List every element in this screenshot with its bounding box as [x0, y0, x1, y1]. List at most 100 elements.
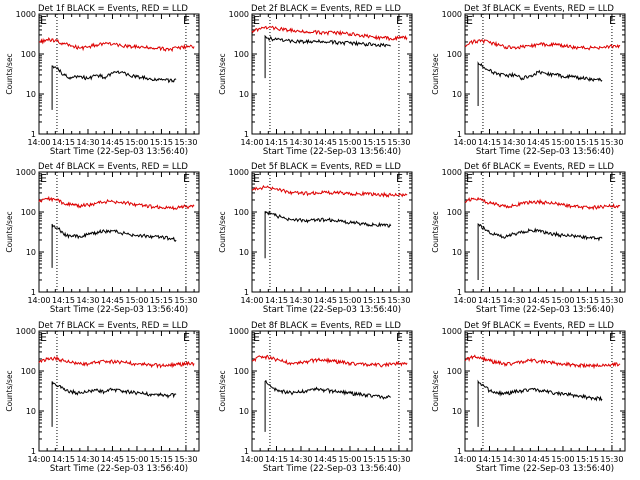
y-tick-label: 1 [31, 447, 36, 456]
eclipse-marker-label: E [466, 331, 473, 344]
y-tick-label: 1 [244, 447, 249, 456]
lld-series-line [251, 25, 408, 42]
x-axis-label: Start Time (22-Sep-03 13:56:40) [263, 147, 401, 157]
eclipse-marker-label: E [40, 331, 47, 344]
x-tick-label: 15:00 [125, 138, 148, 147]
x-tick-label: 15:30 [174, 296, 197, 305]
events-series-line [477, 223, 603, 280]
x-tick-label: 14:15 [52, 138, 75, 147]
eclipse-marker-label: E [40, 172, 47, 185]
y-tick-label: 10 [239, 248, 249, 257]
eclipse-marker-label: E [183, 14, 190, 27]
x-axis-label: Start Time (22-Sep-03 13:56:40) [50, 305, 188, 315]
y-axis-label: Counts/sec [218, 370, 227, 411]
x-tick-label: 15:30 [387, 138, 410, 147]
y-tick-label: 1000 [229, 10, 249, 19]
x-tick-label: 14:00 [27, 296, 50, 305]
x-tick-label: 14:15 [52, 455, 75, 464]
y-tick-label: 1 [457, 130, 462, 139]
y-tick-label: 100 [234, 367, 249, 376]
x-tick-label: 14:15 [265, 138, 288, 147]
y-tick-label: 1000 [16, 327, 36, 336]
x-tick-label: 14:45 [314, 296, 337, 305]
eclipse-marker-label: E [609, 14, 616, 27]
y-axis-label: Counts/sec [218, 53, 227, 94]
x-tick-label: 14:30 [289, 296, 312, 305]
events-series-line [264, 379, 392, 432]
plot-frame [38, 330, 200, 452]
x-tick-label: 14:30 [289, 455, 312, 464]
y-tick-label: 1000 [229, 327, 249, 336]
x-tick-label: 14:30 [289, 138, 312, 147]
x-tick-label: 14:45 [101, 296, 124, 305]
detector-panel-3: Det 3f BLACK = Events, RED = LLD 1 10 100 10… [431, 4, 626, 157]
y-tick-label: 100 [21, 50, 36, 59]
y-tick-label: 1 [31, 130, 36, 139]
eclipse-marker-label: E [466, 172, 473, 185]
y-axis-label: Counts/sec [431, 370, 440, 411]
panel-title: Det 8f BLACK = Events, RED = LLD [251, 321, 401, 331]
y-tick-label: 10 [452, 248, 462, 257]
y-tick-label: 1 [244, 130, 249, 139]
y-tick-label: 100 [447, 367, 462, 376]
x-tick-label: 14:15 [478, 296, 501, 305]
panel-title: Det 3f BLACK = Events, RED = LLD [464, 4, 614, 14]
detector-panel-5: Det 5f BLACK = Events, RED = LLD 1 10 100 10… [218, 162, 413, 315]
plot-frame [38, 171, 200, 293]
x-tick-label: 14:45 [314, 138, 337, 147]
y-tick-label: 1000 [16, 168, 36, 177]
y-tick-label: 1000 [229, 168, 249, 177]
detector-panel-6: Det 6f BLACK = Events, RED = LLD 1 10 100 10… [431, 162, 626, 315]
x-tick-label: 14:30 [502, 455, 525, 464]
x-axis-label: Start Time (22-Sep-03 13:56:40) [476, 147, 614, 157]
x-axis-label: Start Time (22-Sep-03 13:56:40) [476, 464, 614, 474]
y-axis-label: Counts/sec [218, 211, 227, 252]
x-axis-label: Start Time (22-Sep-03 13:56:40) [263, 305, 401, 315]
y-tick-label: 100 [234, 208, 249, 217]
x-tick-label: 14:30 [502, 138, 525, 147]
x-tick-label: 14:15 [265, 455, 288, 464]
panel-title: Det 1f BLACK = Events, RED = LLD [38, 4, 188, 14]
lld-series-line [464, 39, 621, 51]
x-tick-label: 15:30 [174, 455, 197, 464]
x-tick-label: 14:00 [240, 296, 263, 305]
panel-title: Det 6f BLACK = Events, RED = LLD [464, 162, 614, 172]
eclipse-marker-label: E [609, 331, 616, 344]
x-tick-label: 14:00 [240, 138, 263, 147]
x-tick-label: 15:00 [338, 296, 361, 305]
eclipse-marker-label: E [396, 14, 403, 27]
y-tick-label: 10 [26, 407, 36, 416]
detector-panel-4: Det 4f BLACK = Events, RED = LLD 1 10 100 10… [5, 162, 200, 315]
x-axis-label: Start Time (22-Sep-03 13:56:40) [476, 305, 614, 315]
x-tick-label: 15:30 [600, 296, 623, 305]
plot-frame [464, 330, 626, 452]
x-tick-label: 14:30 [76, 455, 99, 464]
events-series-line [51, 223, 177, 268]
x-axis-label: Start Time (22-Sep-03 13:56:40) [50, 147, 188, 157]
x-tick-label: 14:45 [527, 138, 550, 147]
x-tick-label: 15:15 [576, 296, 599, 305]
x-tick-label: 15:00 [338, 138, 361, 147]
detector-panel-1: Det 1f BLACK = Events, RED = LLD 1 10 100 10… [5, 4, 200, 157]
y-tick-label: 1000 [442, 168, 462, 177]
events-series-line [477, 61, 603, 106]
y-tick-label: 10 [239, 407, 249, 416]
y-tick-label: 10 [452, 407, 462, 416]
eclipse-marker-label: E [183, 172, 190, 185]
panel-title: Det 7f BLACK = Events, RED = LLD [38, 321, 188, 331]
lld-series-line [38, 36, 195, 53]
x-tick-label: 14:00 [453, 138, 476, 147]
y-tick-label: 1000 [442, 10, 462, 19]
y-tick-label: 1 [244, 288, 249, 297]
y-axis-label: Counts/sec [5, 53, 14, 94]
eclipse-marker-label: E [396, 172, 403, 185]
detector-panel-8: Det 8f BLACK = Events, RED = LLD 1 10 100 10… [218, 321, 413, 474]
panel-title: Det 2f BLACK = Events, RED = LLD [251, 4, 401, 14]
x-tick-label: 15:15 [576, 138, 599, 147]
x-tick-label: 15:15 [150, 296, 173, 305]
eclipse-marker-label: E [466, 14, 473, 27]
events-series-line [51, 65, 177, 110]
x-tick-label: 15:15 [363, 455, 386, 464]
x-tick-label: 15:15 [363, 296, 386, 305]
